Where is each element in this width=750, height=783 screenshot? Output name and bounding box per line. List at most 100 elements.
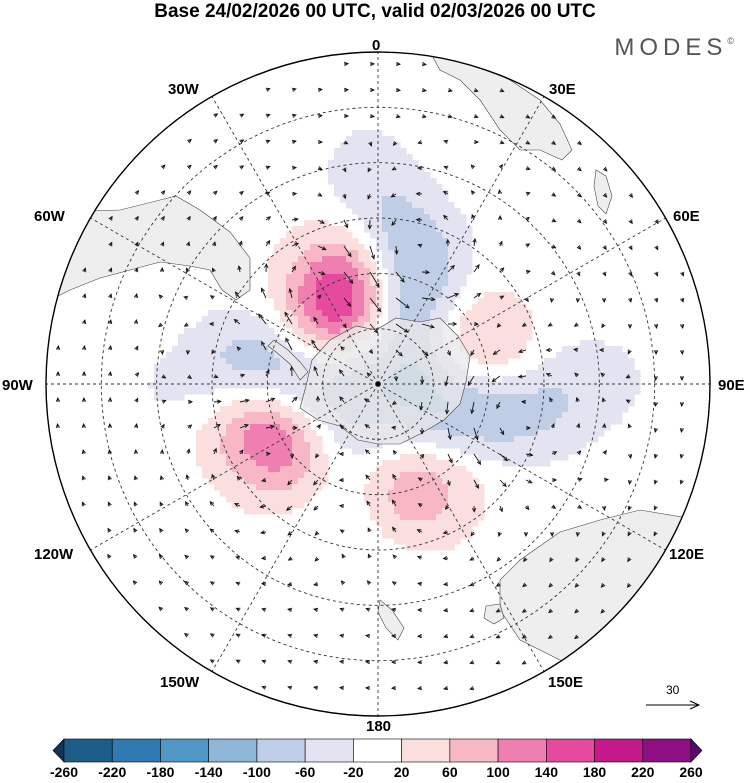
anomaly-cell xyxy=(262,376,269,383)
anomaly-cell xyxy=(598,406,605,413)
wind-vector xyxy=(236,346,242,352)
anomaly-cell xyxy=(298,394,305,401)
wind-vector xyxy=(601,557,606,563)
anomaly-cell xyxy=(382,136,389,143)
wind-vector xyxy=(679,479,684,485)
anomaly-cell xyxy=(400,472,407,479)
anomaly-cell xyxy=(430,244,437,251)
anomaly-cell xyxy=(454,274,461,281)
anomaly-cell xyxy=(382,148,389,155)
wind-vector xyxy=(285,505,293,511)
anomaly-cell xyxy=(328,310,335,317)
reference-vector-label: 30 xyxy=(666,683,680,697)
wind-vector xyxy=(395,87,402,93)
anomaly-cell xyxy=(388,238,395,245)
anomaly-cell xyxy=(364,166,371,173)
anomaly-cell xyxy=(520,436,527,443)
anomaly-cell xyxy=(208,424,215,431)
anomaly-cell xyxy=(340,268,347,275)
anomaly-cell xyxy=(340,184,347,191)
anomaly-cell xyxy=(226,346,233,353)
anomaly-cell xyxy=(370,280,377,287)
anomaly-cell xyxy=(214,382,221,389)
anomaly-cell xyxy=(256,508,263,515)
wind-vector xyxy=(317,139,324,145)
anomaly-cell xyxy=(298,226,305,233)
anomaly-cell xyxy=(226,496,233,503)
anomaly-cell xyxy=(178,394,185,401)
anomaly-cell xyxy=(232,424,239,431)
wind-vector xyxy=(338,369,345,377)
anomaly-cell xyxy=(274,454,281,461)
anomaly-cell xyxy=(406,274,413,281)
anomaly-cell xyxy=(388,460,395,467)
anomaly-cell xyxy=(616,382,623,389)
anomaly-cell xyxy=(286,502,293,509)
anomaly-cell xyxy=(490,328,497,335)
anomaly-cell xyxy=(364,178,371,185)
wind-vector xyxy=(446,349,451,357)
anomaly-cell xyxy=(622,370,629,377)
anomaly-cell xyxy=(370,166,377,173)
anomaly-cell xyxy=(496,358,503,365)
anomaly-cell xyxy=(598,418,605,425)
anomaly-cell xyxy=(298,490,305,497)
anomaly-cell xyxy=(550,448,557,455)
anomaly-cell xyxy=(394,196,401,203)
anomaly-cell xyxy=(244,490,251,497)
anomaly-cell xyxy=(412,244,419,251)
anomaly-cell xyxy=(304,496,311,503)
anomaly-cell xyxy=(412,532,419,539)
anomaly-cell xyxy=(334,244,341,251)
anomaly-cell xyxy=(256,448,263,455)
anomaly-cell xyxy=(562,352,569,359)
anomaly-cell xyxy=(496,418,503,425)
anomaly-cell xyxy=(352,196,359,203)
anomaly-cell xyxy=(430,208,437,215)
anomaly-cell xyxy=(532,394,539,401)
anomaly-cell xyxy=(562,358,569,365)
wind-vector xyxy=(134,372,140,377)
anomaly-cell xyxy=(286,346,293,353)
anomaly-cell xyxy=(376,214,383,221)
wind-vector xyxy=(653,323,659,329)
anomaly-cell xyxy=(508,442,515,449)
anomaly-cell xyxy=(256,370,263,377)
anomaly-cell xyxy=(244,466,251,473)
wind-vector xyxy=(444,505,450,511)
wind-vector xyxy=(390,659,397,665)
anomaly-cell xyxy=(400,292,407,299)
anomaly-cell xyxy=(526,388,533,395)
anomaly-cell xyxy=(478,394,485,401)
wind-vector xyxy=(265,216,272,221)
anomaly-cell xyxy=(502,334,509,341)
anomaly-cell xyxy=(214,364,221,371)
wind-vector xyxy=(317,270,326,276)
anomaly-cell xyxy=(484,334,491,341)
anomaly-cell xyxy=(346,292,353,299)
anomaly-cell xyxy=(274,448,281,455)
anomaly-cell xyxy=(340,160,347,167)
anomaly-cell xyxy=(502,292,509,299)
anomaly-cell xyxy=(190,340,197,347)
colorbar-swatch xyxy=(63,738,113,763)
anomaly-cell xyxy=(304,220,311,227)
anomaly-cell xyxy=(346,256,353,263)
anomaly-cell xyxy=(256,478,263,485)
anomaly-cell xyxy=(610,388,617,395)
anomaly-cell xyxy=(226,472,233,479)
anomaly-cell xyxy=(466,238,473,245)
anomaly-cell xyxy=(340,232,347,239)
anomaly-cell xyxy=(244,334,251,341)
anomaly-cell xyxy=(424,304,431,311)
anomaly-cell xyxy=(322,262,329,269)
anomaly-cell xyxy=(592,358,599,365)
anomaly-cell xyxy=(508,418,515,425)
anomaly-cell xyxy=(256,328,263,335)
longitude-label-180: 180 xyxy=(366,718,392,735)
anomaly-cell xyxy=(238,502,245,509)
wind-vector xyxy=(317,219,325,224)
anomaly-cell xyxy=(388,274,395,281)
anomaly-cell xyxy=(520,406,527,413)
anomaly-cell xyxy=(472,436,479,443)
